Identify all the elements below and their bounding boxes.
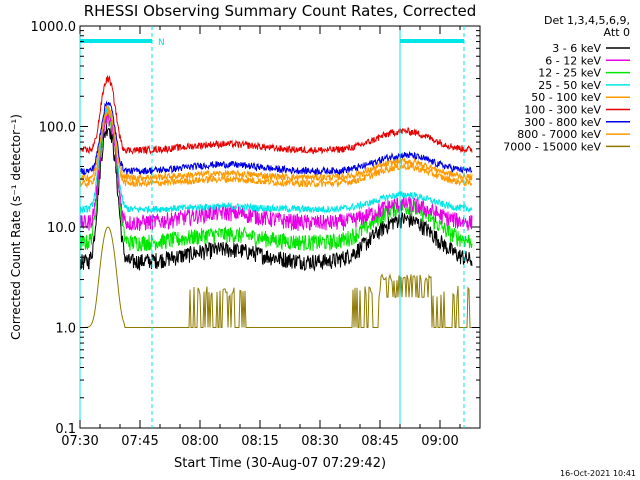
footer-timestamp: 16-Oct-2021 10:41 bbox=[560, 469, 636, 478]
x-tick-label: 08:30 bbox=[301, 434, 338, 449]
legend-label: 50 - 100 keV bbox=[531, 91, 601, 104]
eclipse-label: N bbox=[158, 38, 165, 48]
plot-area: N bbox=[79, 25, 481, 429]
series-line bbox=[79, 104, 473, 183]
series-line bbox=[79, 106, 473, 252]
series-line bbox=[79, 109, 473, 232]
x-tick-label: 09:00 bbox=[421, 434, 458, 449]
y-tick-label: 0.1 bbox=[55, 422, 76, 437]
x-tick-label: 08:00 bbox=[181, 434, 218, 449]
y-axis-label: Corrected Count Rate (s⁻¹ detector⁻¹) bbox=[9, 114, 23, 340]
x-axis-label: Start Time (30-Aug-07 07:29:42) bbox=[174, 456, 386, 471]
y-tick-label: 100.0 bbox=[39, 121, 76, 136]
series-line bbox=[79, 108, 473, 189]
legend-label: 6 - 12 keV bbox=[545, 54, 601, 67]
chart-title: RHESSI Observing Summary Count Rates, Co… bbox=[84, 2, 477, 20]
legend-label: 25 - 50 keV bbox=[538, 79, 601, 92]
legend-label: 7000 - 15000 keV bbox=[503, 140, 601, 153]
x-axis: 07:30 07:45 08:00 08:15 08:30 08:45 09:00 bbox=[61, 26, 461, 449]
series-line bbox=[79, 106, 473, 214]
series-line bbox=[80, 226, 472, 328]
series-line bbox=[79, 123, 473, 272]
x-tick-label: 07:45 bbox=[121, 434, 158, 449]
y-tick-label: 10.0 bbox=[47, 221, 76, 236]
y-axis: 1000.0 100.0 10.0 1.0 0.1 bbox=[31, 20, 480, 437]
series-line bbox=[79, 100, 473, 176]
legend-label: 12 - 25 keV bbox=[538, 67, 601, 80]
legend-label: 800 - 7000 keV bbox=[517, 128, 601, 141]
y-tick-label: 1000.0 bbox=[31, 20, 77, 35]
legend-header-line2: Att 0 bbox=[604, 26, 630, 39]
series-group bbox=[79, 75, 473, 328]
legend-label: 300 - 800 keV bbox=[524, 116, 601, 129]
y-tick-label: 1.0 bbox=[55, 322, 76, 337]
x-tick-label: 08:15 bbox=[241, 434, 278, 449]
legend-header-line1: Det 1,3,4,5,6,9, bbox=[544, 14, 630, 27]
legend-label: 100 - 300 keV bbox=[524, 104, 601, 117]
x-tick-label: 08:45 bbox=[361, 434, 398, 449]
legend-label: 3 - 6 keV bbox=[552, 42, 601, 55]
series-line bbox=[79, 75, 473, 155]
x-tick-label: 07:30 bbox=[61, 434, 98, 449]
